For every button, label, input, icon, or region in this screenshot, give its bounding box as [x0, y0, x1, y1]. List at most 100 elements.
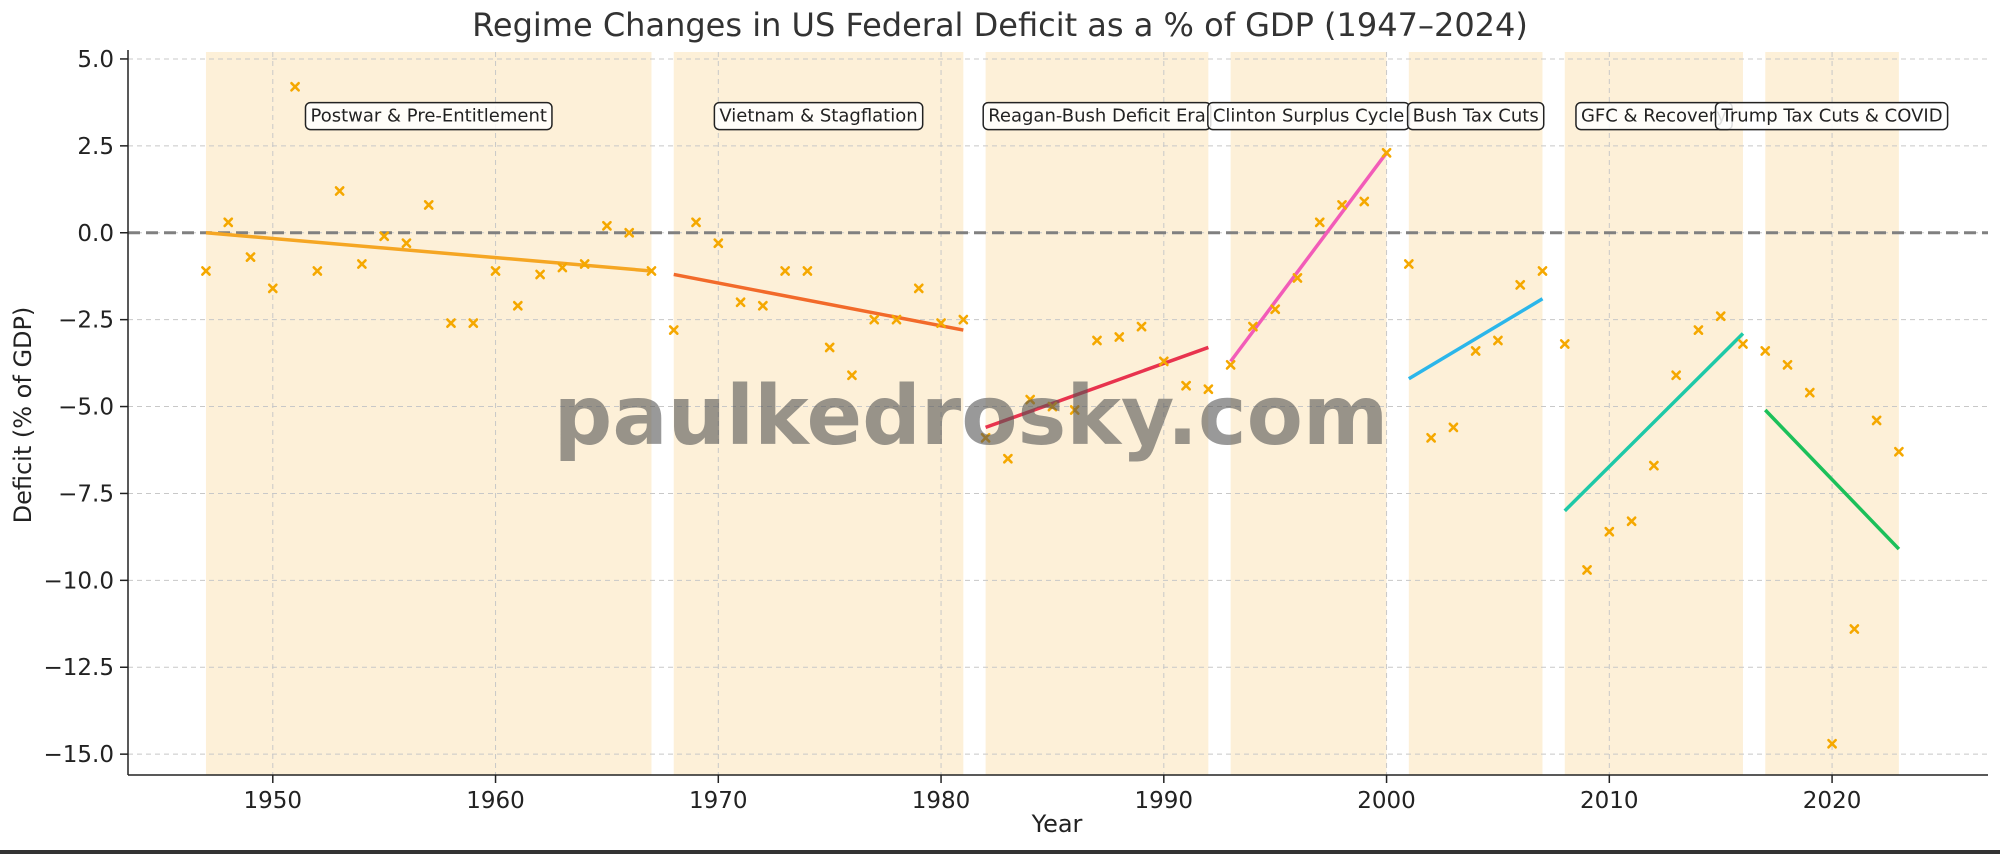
- data-point: [1203, 384, 1214, 395]
- data-point: [245, 252, 256, 262]
- data-point: [713, 238, 724, 249]
- data-point: [602, 220, 612, 231]
- data-point: [1158, 356, 1169, 367]
- data-point: [1648, 460, 1659, 471]
- regime-band-5: [1564, 52, 1743, 775]
- data-point: [1715, 311, 1726, 322]
- regime-label-6: Trump Tax Cuts & COVID: [1714, 101, 1949, 131]
- x-tick-label: 1950: [244, 788, 303, 814]
- data-point: [1827, 738, 1837, 749]
- data-point: [1493, 335, 1503, 346]
- gridlines: [128, 52, 1988, 775]
- y-axis-label: Deficit (% of GDP): [9, 307, 37, 524]
- data-point: [312, 266, 323, 276]
- y-tick-label: −2.5: [58, 308, 114, 334]
- data-point: [1047, 401, 1058, 412]
- data-point: [1537, 266, 1548, 276]
- data-point: [535, 269, 545, 280]
- data-point: [891, 314, 902, 325]
- y-tick-label: −5.0: [58, 395, 114, 421]
- data-point: [1114, 332, 1125, 342]
- data-point: [980, 432, 991, 443]
- trend-line-4: [1407, 297, 1544, 381]
- y-tick-label: 2.5: [77, 134, 114, 160]
- data-point: [668, 325, 679, 335]
- data-point: [824, 342, 835, 353]
- regime-label-3: Clinton Surplus Cycle: [1207, 101, 1411, 131]
- y-tick-label: −10.0: [44, 568, 114, 594]
- data-point: [1604, 526, 1615, 537]
- regime-label-text: Bush Tax Cuts: [1413, 106, 1539, 127]
- data-point: [1248, 321, 1258, 332]
- x-tick-label: 2010: [1580, 788, 1639, 814]
- chart-title: Regime Changes in US Federal Deficit as …: [472, 6, 1528, 44]
- data-point: [1626, 516, 1637, 527]
- data-point: [1069, 405, 1080, 415]
- regime-label-text: Reagan-Bush Deficit Era: [988, 106, 1206, 127]
- data-point: [290, 81, 300, 92]
- regime-label-5: GFC & Recovery: [1575, 101, 1733, 131]
- data-point: [1671, 370, 1682, 381]
- data-point: [1693, 325, 1704, 335]
- data-point: [1092, 335, 1102, 346]
- data-point: [423, 200, 434, 210]
- data-point: [646, 266, 657, 276]
- data-point: [267, 283, 278, 294]
- x-tick-label: 1980: [912, 788, 971, 814]
- data-point: [780, 266, 791, 276]
- y-tick-label: 0.0: [77, 221, 114, 247]
- data-point: [201, 266, 211, 276]
- data-points: [201, 81, 1904, 749]
- data-point: [512, 300, 523, 311]
- data-point: [1225, 359, 1236, 370]
- data-point: [1782, 359, 1793, 370]
- data-point: [579, 259, 590, 269]
- data-point: [1470, 346, 1481, 356]
- data-point: [691, 217, 701, 228]
- axes: 1950 1960 1970 1980 1990 2000 2010 2020 5.0 2.5 0.…: [44, 47, 1988, 814]
- x-tick-label: 1970: [689, 788, 748, 814]
- data-point: [1381, 147, 1392, 158]
- data-point: [468, 318, 479, 329]
- data-point: [223, 217, 234, 228]
- data-point: [1025, 394, 1036, 405]
- regime-label-box: [1406, 101, 1545, 131]
- x-tick-label: 2000: [1357, 788, 1416, 814]
- data-point: [401, 238, 412, 249]
- trend-line-0: [205, 231, 652, 273]
- x-tick-label: 2020: [1803, 788, 1862, 814]
- data-point: [557, 262, 568, 273]
- trend-line-2: [985, 345, 1209, 430]
- data-point: [624, 227, 635, 238]
- data-point: [1359, 196, 1370, 207]
- regime-label-box: [713, 101, 924, 131]
- data-point: [1426, 432, 1437, 443]
- y-tick-label: −7.5: [58, 481, 114, 507]
- data-point: [757, 300, 768, 311]
- data-point: [1181, 380, 1191, 391]
- regime-label-text: Vietnam & Stagflation: [719, 106, 917, 127]
- data-point: [1760, 346, 1771, 356]
- regime-band-3: [1230, 52, 1387, 775]
- regime-band-1: [673, 52, 964, 775]
- data-point: [913, 283, 924, 294]
- watermark: paulkedrosky.com: [554, 369, 1389, 464]
- data-point: [1559, 339, 1570, 349]
- data-point: [446, 318, 456, 329]
- regime-label-text: Clinton Surplus Cycle: [1213, 106, 1405, 127]
- regime-label-2: Reagan-Bush Deficit Era: [982, 101, 1212, 131]
- data-point: [1314, 217, 1325, 228]
- data-point: [1804, 387, 1815, 398]
- data-point: [1292, 273, 1303, 283]
- data-point: [1738, 339, 1748, 349]
- bottom-border: [0, 850, 2000, 854]
- data-point: [1849, 624, 1860, 634]
- y-tick-label: −15.0: [44, 742, 114, 768]
- x-tick-label: 1960: [466, 788, 525, 814]
- trend-line-1: [673, 272, 964, 332]
- regime-band-0: [205, 52, 652, 775]
- regime-label-text: GFC & Recovery: [1581, 106, 1727, 127]
- data-point: [847, 370, 857, 381]
- trend-lines: [205, 151, 1901, 551]
- trend-line-6: [1763, 408, 1901, 551]
